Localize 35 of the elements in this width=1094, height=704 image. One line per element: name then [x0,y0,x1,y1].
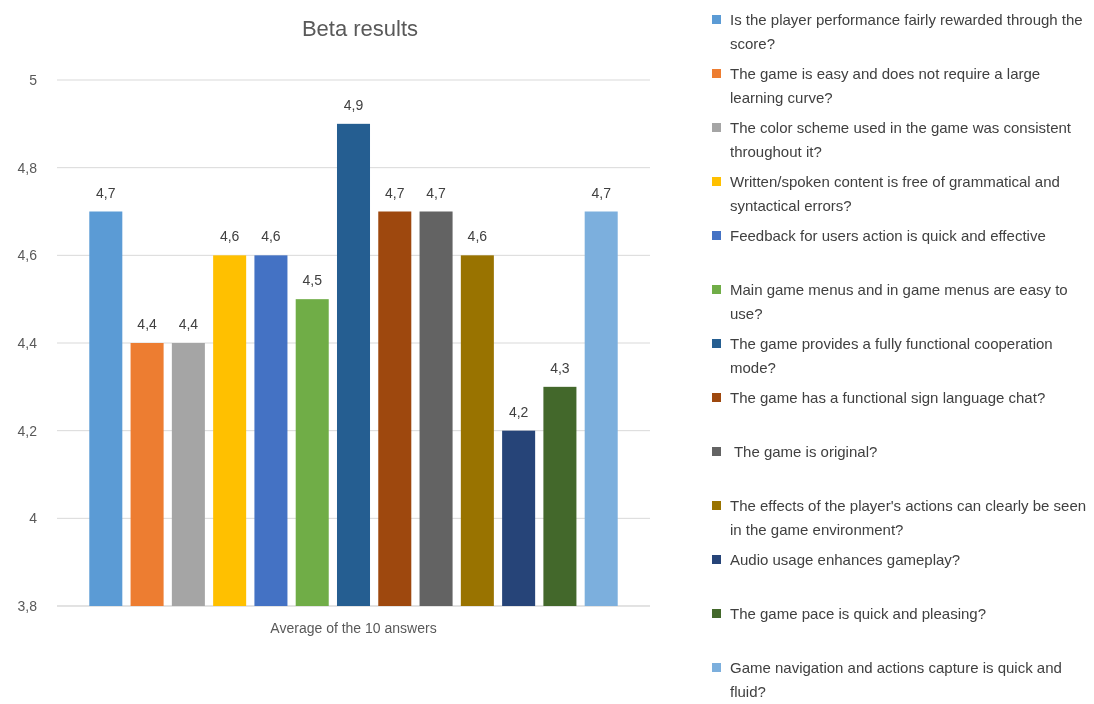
legend-label: The game is easy and does not require a large learning curve? [730,65,1041,107]
legend-label: The effects of the player's actions can clearly be seen in the game environment? [730,497,1087,539]
y-tick-label: 5 [29,71,38,88]
data-label: 4,4 [137,316,158,332]
legend-label: The game has a functional sign language chat? [730,389,1046,407]
data-label: 4,5 [302,272,323,289]
data-label: 4,4 [178,316,199,332]
data-label: 4,7 [591,184,612,201]
x-tick-label: Average of the 10 answers [270,620,437,636]
legend-label: Game navigation and actions capture is quick and fluid? [730,659,1062,701]
data-label: 4,2 [508,403,529,420]
y-tick-label: 3,8 [17,597,38,614]
data-label: 4,7 [96,184,116,201]
legend-label: Is the player performance fairly rewarded through the score? [730,11,1083,53]
y-tick-label: 4,6 [17,247,38,264]
legend-label: Written/spoken content is free of grammatical and syntactical errors? [730,173,1060,215]
legend-label: Main game menus and in game menus are easy to use? [730,281,1068,323]
data-label: 4,6 [219,228,240,245]
y-tick-label: 4,2 [17,422,38,439]
data-label: 4,7 [385,184,405,201]
data-label: 4,7 [426,184,447,201]
legend-label: The color scheme used in the game was consistent throughout it? [730,119,1072,161]
data-label: 4,3 [550,359,570,376]
chart-title: Beta results [301,16,419,41]
legend-label: The game provides a fully functional cooperation mode? [730,335,1053,377]
legend-label: Feedback for users action is quick and effective [730,227,1046,245]
data-label: 4,9 [343,96,364,113]
legend-label: The game pace is quick and pleasing? [730,605,986,623]
legend-label: Audio usage enhances gameplay? [730,551,961,569]
data-label: 4,6 [261,228,281,245]
y-tick-label: 4 [29,510,38,527]
legend-label: The game is original? [730,443,878,461]
data-label: 4,6 [467,228,488,245]
y-tick-label: 4,8 [17,159,38,176]
y-tick-label: 4,4 [17,334,38,351]
